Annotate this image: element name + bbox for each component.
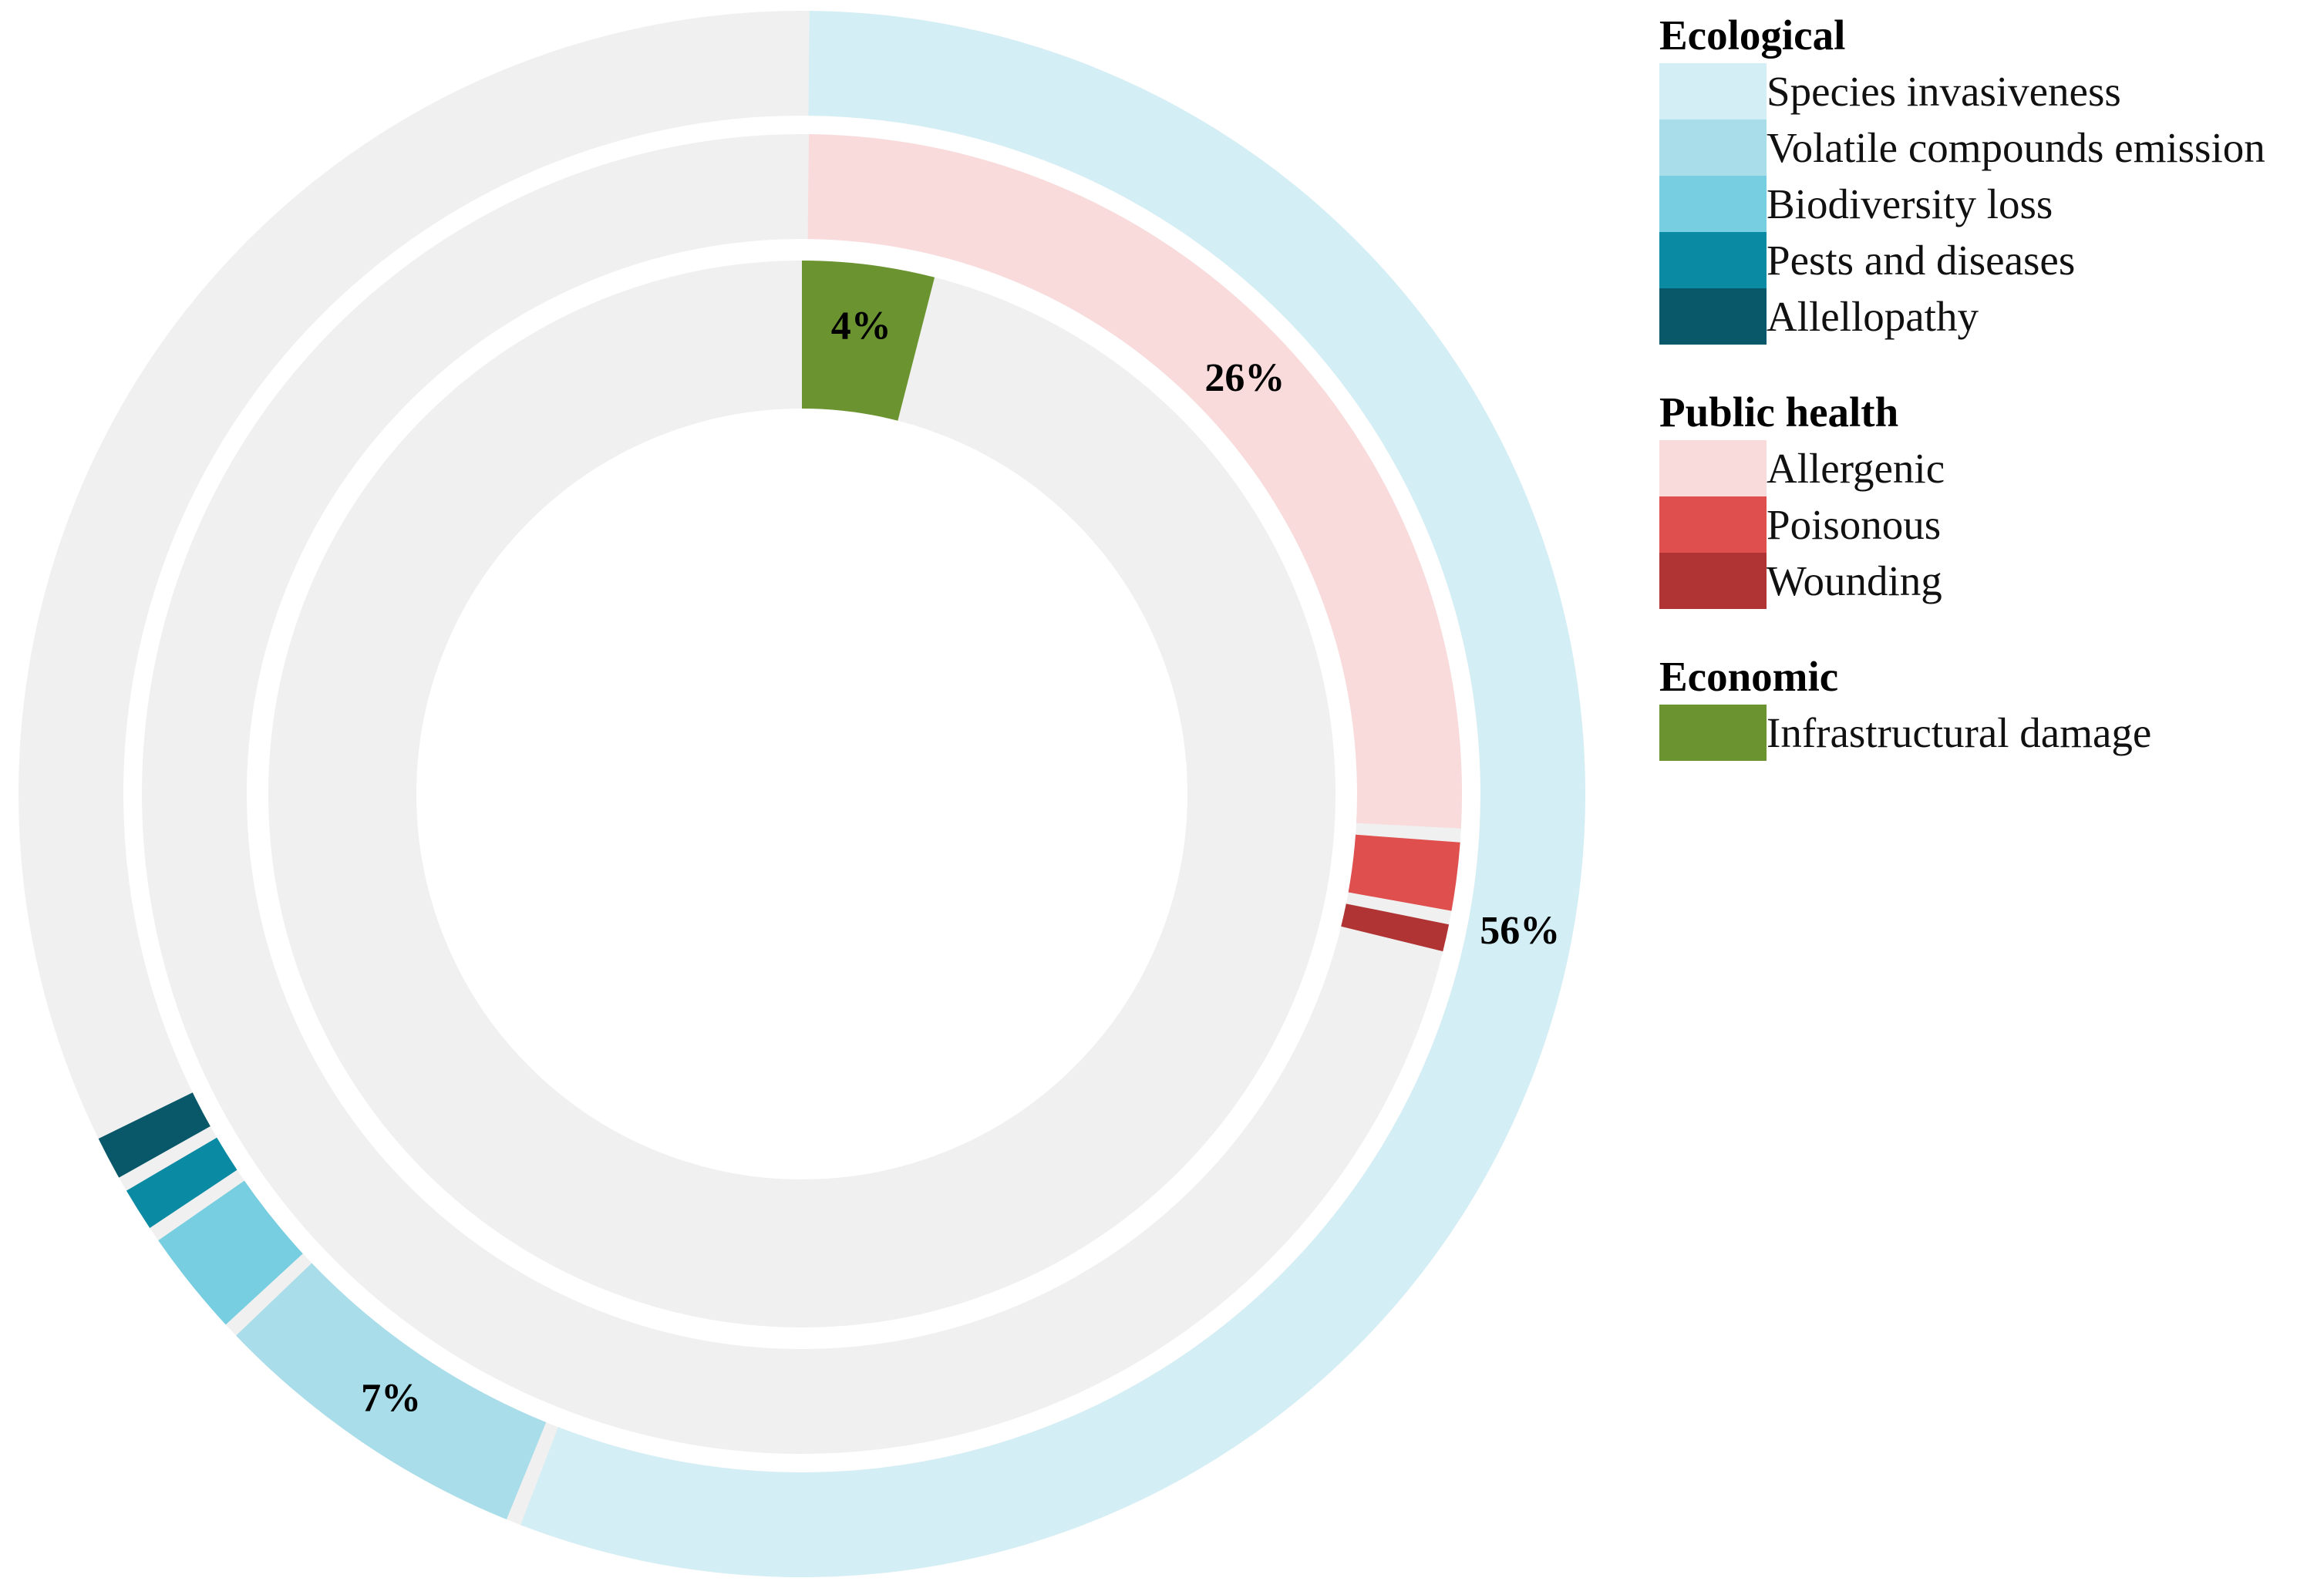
legend-swatch bbox=[1659, 232, 1767, 288]
slice-biodiversity-loss bbox=[158, 1180, 303, 1325]
slice-allellopathy bbox=[98, 1092, 211, 1178]
data-label-volatile-compounds-emission: 7% bbox=[361, 1377, 421, 1421]
legend-label: Wounding bbox=[1767, 557, 1942, 604]
legend-label: Biodiversity loss bbox=[1767, 180, 2053, 227]
legend-item-pests-and-diseases: Pests and diseases bbox=[1659, 232, 2315, 288]
legend-label: Allergenic bbox=[1767, 445, 1945, 492]
inner-ring-track bbox=[268, 261, 1335, 1327]
legend-swatch bbox=[1659, 705, 1767, 761]
legend-label: Species invasiveness bbox=[1767, 68, 2121, 115]
legend-swatch bbox=[1659, 176, 1767, 232]
legend-heading: Ecological bbox=[1659, 12, 1846, 59]
legend-group-ecological: Ecological Species invasiveness Volatile c… bbox=[1659, 8, 2315, 345]
legend-group-economic: Economic Infrastructural damage bbox=[1659, 649, 2315, 761]
legend-swatch bbox=[1659, 63, 1767, 119]
legend-swatch bbox=[1659, 440, 1767, 496]
legend-item-biodiversity-loss: Biodiversity loss bbox=[1659, 176, 2315, 232]
slice-allergenic bbox=[807, 134, 1463, 829]
legend-label: Infrastructural damage bbox=[1767, 709, 2152, 756]
slice-volatile-compounds-emission bbox=[236, 1263, 547, 1520]
legend-group-public-health: Public health Allergenic Poisonous Wounding bbox=[1659, 385, 2315, 609]
legend-item-allellopathy: Allellopathy bbox=[1659, 288, 2315, 345]
legend-label: Volatile compounds emission bbox=[1767, 124, 2265, 171]
legend-swatch bbox=[1659, 288, 1767, 345]
legend: Ecological Species invasiveness Volatile c… bbox=[1659, 8, 2315, 801]
legend-item-allergenic: Allergenic bbox=[1659, 440, 2315, 496]
legend-label: Allellopathy bbox=[1767, 293, 1979, 340]
slice-poisonous bbox=[1348, 834, 1460, 911]
legend-item-poisonous: Poisonous bbox=[1659, 496, 2315, 553]
legend-swatch bbox=[1659, 119, 1767, 176]
legend-label: Pests and diseases bbox=[1767, 237, 2076, 284]
nested-donut-chart: 56% 7% 26% 4% bbox=[19, 11, 1586, 1578]
slice-wounding bbox=[1341, 903, 1450, 952]
legend-item-volatile-compounds-emission: Volatile compounds emission bbox=[1659, 119, 2315, 176]
legend-swatch bbox=[1659, 496, 1767, 553]
data-label-infrastructural-damage: 4% bbox=[831, 304, 891, 348]
data-label-allergenic: 26% bbox=[1204, 356, 1285, 400]
legend-label: Poisonous bbox=[1767, 501, 1942, 548]
legend-item-wounding: Wounding bbox=[1659, 553, 2315, 609]
legend-item-species-invasiveness: Species invasiveness bbox=[1659, 63, 2315, 119]
legend-item-infrastructural-damage: Infrastructural damage bbox=[1659, 705, 2315, 761]
slice-pests-and-diseases bbox=[126, 1137, 237, 1228]
legend-swatch bbox=[1659, 553, 1767, 609]
legend-heading: Economic bbox=[1659, 653, 1839, 700]
data-label-species-invasiveness: 56% bbox=[1480, 909, 1560, 953]
legend-heading: Public health bbox=[1659, 389, 1899, 436]
slice-infrastructural-damage bbox=[802, 261, 935, 421]
